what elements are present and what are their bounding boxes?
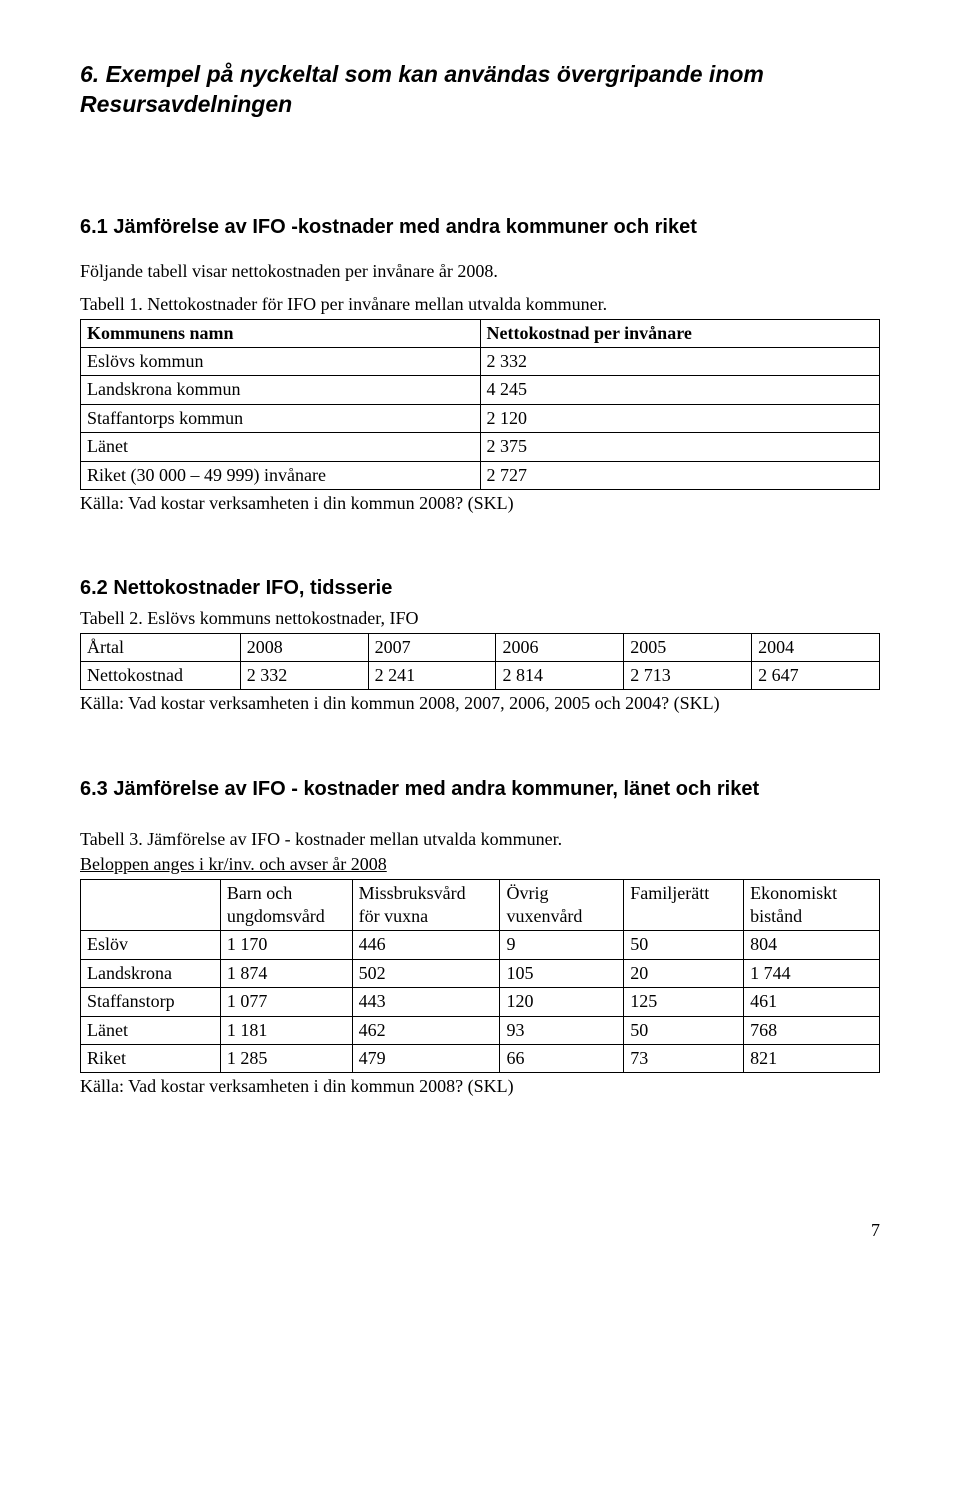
table3-cell: 125: [624, 988, 744, 1016]
page-title: 6. Exempel på nyckeltal som kan användas…: [80, 60, 880, 120]
table1-cell: 2 332: [480, 347, 880, 375]
table3-header-cell: Övrigvuxenvård: [500, 879, 624, 931]
table1-cell: Länet: [81, 433, 481, 461]
section2-caption: Tabell 2. Eslövs kommuns nettokostnader,…: [80, 607, 880, 630]
table3-cell: 73: [624, 1044, 744, 1072]
table1-cell: 2 375: [480, 433, 880, 461]
table3-cell: 20: [624, 959, 744, 987]
table3-cell: 443: [352, 988, 500, 1016]
table3-header-cell: Ekonomisktbistånd: [744, 879, 880, 931]
table3-cell: 1 874: [220, 959, 352, 987]
table2-cell: 2004: [752, 633, 880, 661]
table1-cell: Landskrona kommun: [81, 376, 481, 404]
table3-cell: 1 285: [220, 1044, 352, 1072]
table3-header-cell: Barn ochungdomsvård: [220, 879, 352, 931]
table2-cell: 2006: [496, 633, 624, 661]
page-title-line2: Resursavdelningen: [80, 91, 292, 117]
table3-cell: 105: [500, 959, 624, 987]
section1-intro: Följande tabell visar nettokostnaden per…: [80, 260, 880, 283]
page-number: 7: [80, 1219, 880, 1242]
section3-caption-l2: Beloppen anges i kr/inv. och avser år 20…: [80, 853, 387, 876]
table3-cell: 446: [352, 931, 500, 959]
table1-cell: Staffantorps kommun: [81, 404, 481, 432]
table2-cell: 2 713: [624, 662, 752, 690]
table3-header-cell: [81, 879, 221, 931]
table3-cell: Eslöv: [81, 931, 221, 959]
table3-cell: 479: [352, 1044, 500, 1072]
table2-cell: 2 814: [496, 662, 624, 690]
table3-header-cell: Familjerätt: [624, 879, 744, 931]
table2-cell: 2 647: [752, 662, 880, 690]
section2-source: Källa: Vad kostar verksamheten i din kom…: [80, 692, 880, 715]
table3-cell: 66: [500, 1044, 624, 1072]
table3-cell: 804: [744, 931, 880, 959]
table3-cell: 461: [744, 988, 880, 1016]
table3-cell: 1 170: [220, 931, 352, 959]
table1-header-cell: Nettokostnad per invånare: [480, 319, 880, 347]
table2-cell: Nettokostnad: [81, 662, 241, 690]
section3-caption-l1: Tabell 3. Jämförelse av IFO - kostnader …: [80, 828, 880, 851]
table3-cell: 9: [500, 931, 624, 959]
table3-cell: 50: [624, 931, 744, 959]
table2-cell: 2008: [240, 633, 368, 661]
table3-cell: 50: [624, 1016, 744, 1044]
table2-cell: 2005: [624, 633, 752, 661]
table3-cell: 768: [744, 1016, 880, 1044]
table3-cell: Riket: [81, 1044, 221, 1072]
table2-cell: 2 241: [368, 662, 496, 690]
table3-cell: 1 744: [744, 959, 880, 987]
table3-cell: Länet: [81, 1016, 221, 1044]
table3-cell: 1 077: [220, 988, 352, 1016]
heading-6-2: 6.2 Nettokostnader IFO, tidsserie: [80, 575, 880, 601]
section3-source: Källa: Vad kostar verksamheten i din kom…: [80, 1075, 880, 1098]
table1-cell: Riket (30 000 – 49 999) invånare: [81, 461, 481, 489]
table3-cell: 93: [500, 1016, 624, 1044]
table3-cell: Staffanstorp: [81, 988, 221, 1016]
table-3: Barn ochungdomsvårdMissbruksvårdför vuxn…: [80, 879, 880, 1074]
table3-cell: 821: [744, 1044, 880, 1072]
section1-caption: Tabell 1. Nettokostnader för IFO per inv…: [80, 293, 880, 316]
table2-cell: Årtal: [81, 633, 241, 661]
table2-cell: 2 332: [240, 662, 368, 690]
table1-cell: Eslövs kommun: [81, 347, 481, 375]
table3-cell: 502: [352, 959, 500, 987]
table3-cell: 462: [352, 1016, 500, 1044]
table3-header-cell: Missbruksvårdför vuxna: [352, 879, 500, 931]
table3-cell: Landskrona: [81, 959, 221, 987]
table1-cell: 4 245: [480, 376, 880, 404]
section1-source: Källa: Vad kostar verksamheten i din kom…: [80, 492, 880, 515]
table2-cell: 2007: [368, 633, 496, 661]
table-2: Årtal20082007200620052004 Nettokostnad2 3…: [80, 633, 880, 691]
table1-header-cell: Kommunens namn: [81, 319, 481, 347]
table3-cell: 1 181: [220, 1016, 352, 1044]
heading-6-3: 6.3 Jämförelse av IFO - kostnader med an…: [80, 776, 880, 802]
table-1: Kommunens namnNettokostnad per invånareE…: [80, 319, 880, 490]
table1-cell: 2 727: [480, 461, 880, 489]
table3-cell: 120: [500, 988, 624, 1016]
page-title-line1: 6. Exempel på nyckeltal som kan användas…: [80, 61, 764, 87]
table1-cell: 2 120: [480, 404, 880, 432]
heading-6-1: 6.1 Jämförelse av IFO -kostnader med and…: [80, 214, 880, 240]
